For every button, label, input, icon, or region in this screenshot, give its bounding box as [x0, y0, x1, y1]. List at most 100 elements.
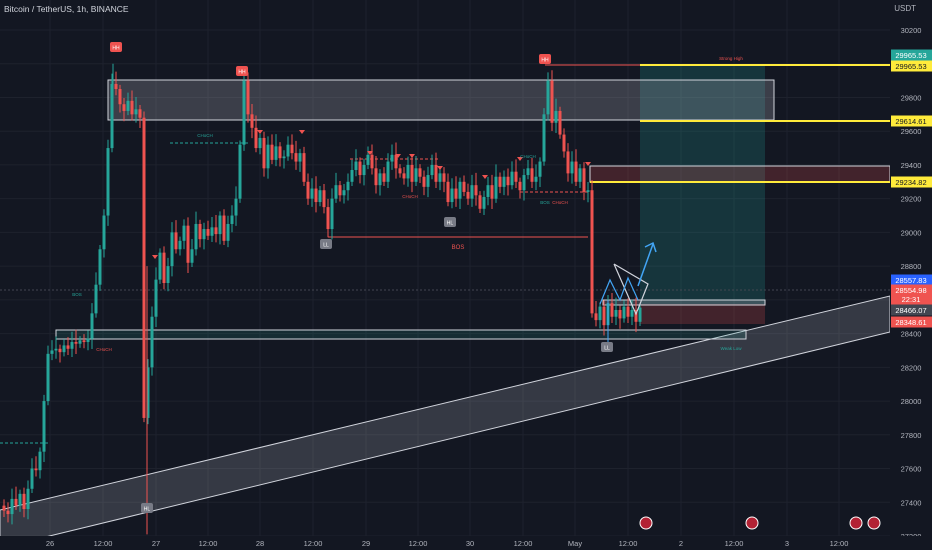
candle-body	[374, 168, 378, 186]
candle	[82, 334, 86, 349]
candle	[94, 272, 98, 318]
candle	[354, 149, 358, 177]
candle-body	[270, 144, 274, 160]
candle	[382, 167, 386, 187]
candle-body	[442, 173, 446, 182]
candle	[102, 209, 106, 258]
price-tick-label: 28800	[901, 262, 922, 271]
candle-body	[238, 144, 242, 199]
candle-body	[134, 109, 138, 115]
candle-body	[318, 190, 322, 203]
candle	[258, 133, 262, 155]
chart-annotation: Strong High	[719, 56, 743, 61]
candle	[514, 159, 518, 189]
candle-body	[170, 232, 174, 267]
candle	[226, 215, 230, 248]
candle-body	[310, 188, 314, 199]
candle	[414, 155, 418, 187]
supply-zone	[107, 79, 775, 121]
price-tick-label: 29200	[901, 195, 922, 204]
candle	[574, 149, 578, 187]
candle	[238, 140, 242, 203]
candle-body	[282, 156, 286, 159]
candle	[42, 394, 46, 462]
candle-body	[518, 181, 522, 191]
candle-body	[614, 309, 618, 317]
lower-high-marker	[585, 162, 591, 166]
time-tick-label: 12:00	[409, 539, 428, 548]
candles-group	[2, 70, 642, 525]
candle	[206, 220, 210, 240]
candle	[330, 188, 334, 240]
candle-body	[346, 181, 350, 191]
candle	[130, 90, 134, 121]
candle-body	[70, 342, 74, 349]
chart-annotation: CHoCH	[552, 200, 568, 205]
swing-marker	[444, 217, 456, 227]
flag-pattern	[613, 263, 649, 316]
candle	[538, 157, 542, 188]
candle	[434, 152, 438, 189]
chart-annotation: BOS	[452, 245, 465, 251]
price-label-box	[891, 316, 932, 328]
candle-body	[154, 279, 158, 317]
candle	[562, 128, 566, 158]
candle	[418, 164, 422, 183]
flag-wave	[599, 276, 639, 305]
candle-body	[566, 151, 570, 174]
candle-body	[334, 185, 338, 199]
lower-high-marker	[299, 130, 305, 134]
candle-body	[350, 169, 354, 182]
candle-body	[214, 227, 218, 235]
candle	[158, 248, 162, 284]
swing-marker-label: HH	[238, 70, 246, 76]
candle-body	[266, 144, 270, 169]
price-tick-label: 28200	[901, 363, 922, 372]
candle-body	[246, 80, 250, 115]
candle	[10, 488, 14, 525]
candle-body	[434, 164, 438, 182]
candle-body	[358, 161, 362, 176]
candle	[550, 70, 554, 132]
candle-body	[242, 80, 246, 145]
candle	[18, 489, 22, 512]
price-label-box	[891, 293, 932, 305]
candle	[370, 144, 374, 175]
chart-annotation: CHoCH	[96, 347, 112, 352]
candle-body	[474, 185, 478, 196]
candle	[162, 246, 166, 290]
candle-body	[326, 207, 330, 230]
candle-body	[482, 196, 486, 209]
candle	[138, 105, 142, 128]
price-tick-label: 30200	[901, 26, 922, 35]
candle	[294, 140, 298, 170]
time-tick-label: 3	[785, 539, 789, 548]
candle-body	[574, 161, 578, 182]
candle-body	[78, 340, 82, 344]
candle-body	[194, 223, 198, 250]
candle-body	[218, 215, 222, 235]
price-label-box	[891, 115, 932, 127]
candle	[482, 190, 486, 216]
price-label-box	[891, 176, 932, 188]
candle-body	[406, 164, 410, 179]
price-tick-label: 29800	[901, 93, 922, 102]
time-tick-label: 12:00	[619, 539, 638, 548]
candle	[202, 222, 206, 250]
lower-high-marker	[257, 130, 263, 134]
candle	[62, 339, 66, 357]
swing-marker-label: HH	[112, 46, 120, 52]
candle-body	[6, 510, 10, 515]
candle	[134, 96, 138, 123]
price-tick-label: 28000	[901, 397, 922, 406]
candle	[498, 172, 502, 194]
candle	[526, 160, 530, 180]
candle	[546, 72, 550, 121]
candle	[270, 134, 274, 165]
candle-body	[42, 401, 46, 452]
candle	[310, 178, 314, 207]
time-tick-label: 26	[46, 539, 54, 548]
swing-marker-label: LL	[604, 346, 610, 352]
candle	[410, 154, 414, 193]
